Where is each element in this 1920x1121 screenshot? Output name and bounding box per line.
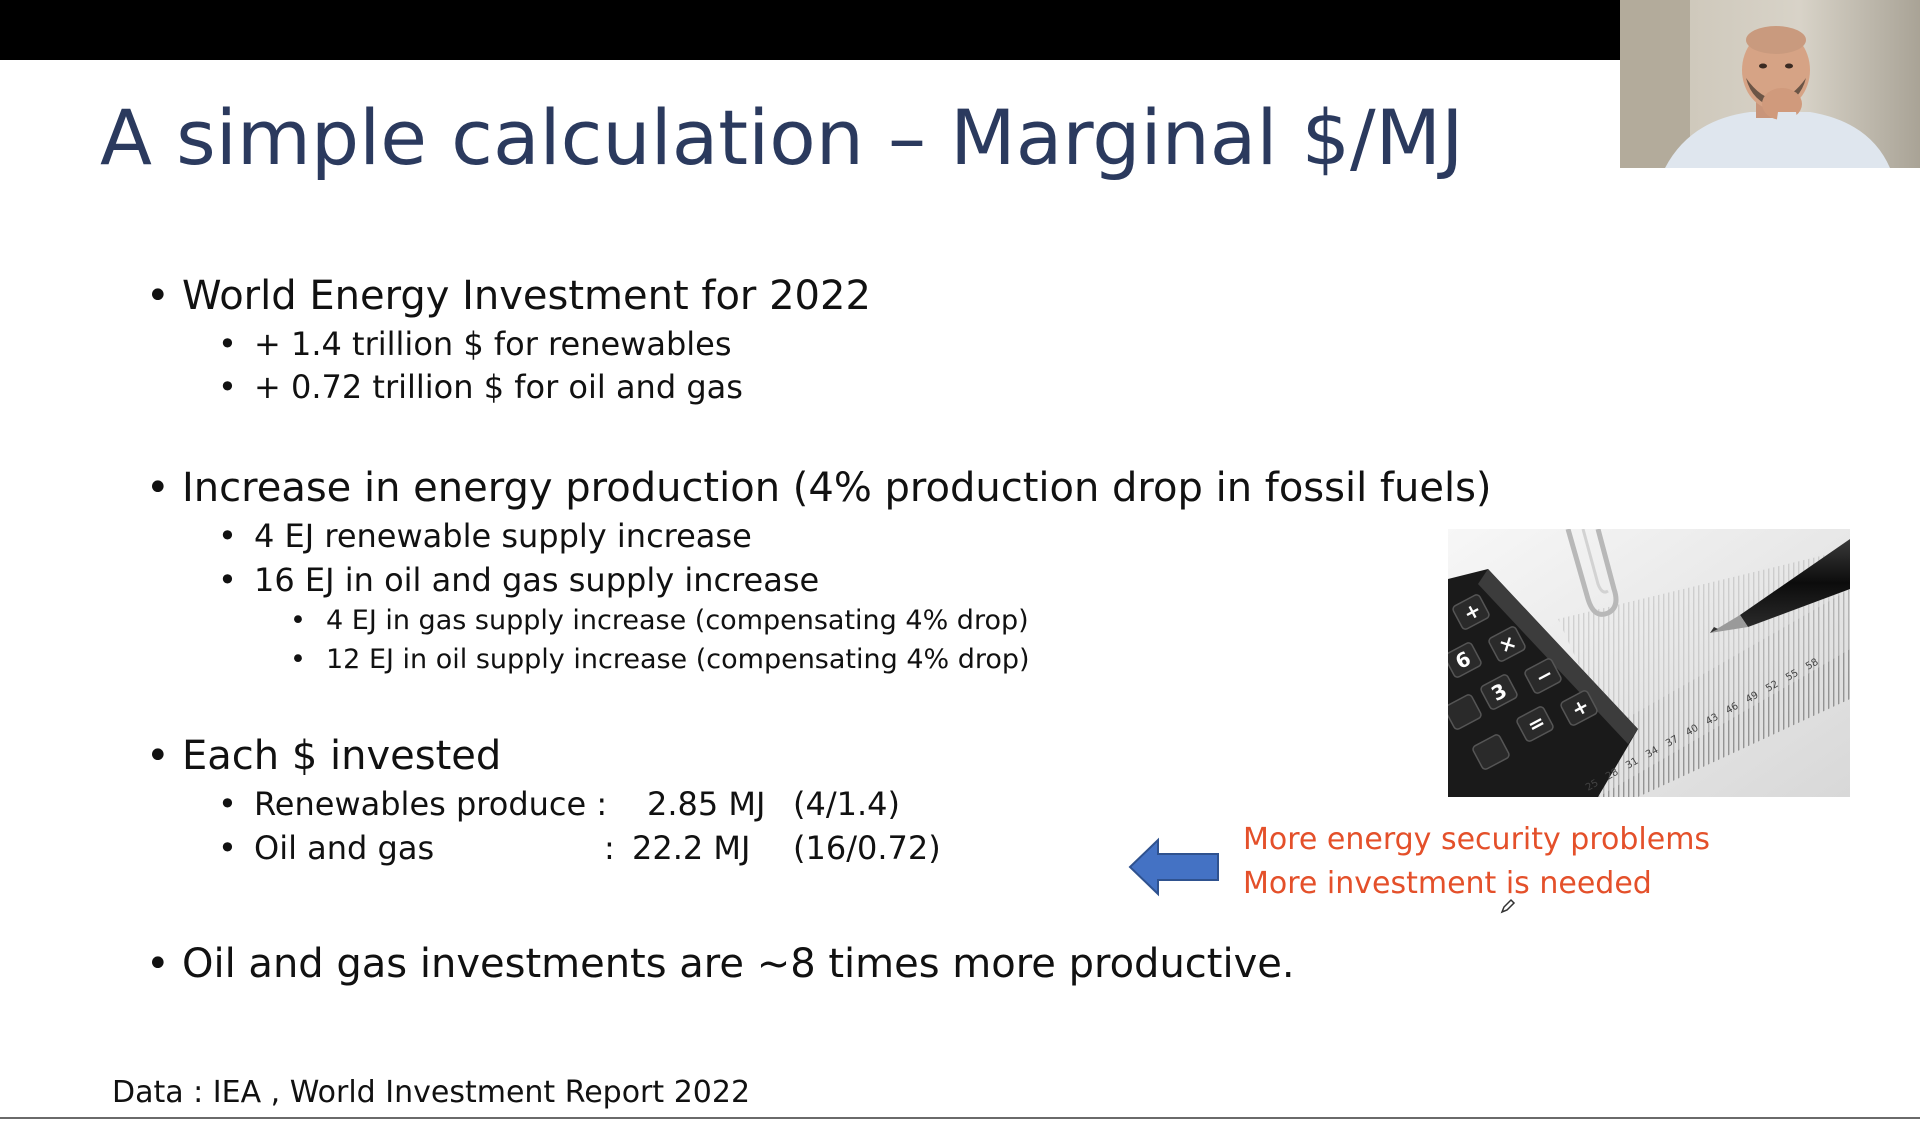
callout-text: More energy security problems More inves… bbox=[1243, 818, 1710, 906]
bullet-text: + 1.4 trillion $ for renewables bbox=[254, 325, 732, 363]
row-label: Renewables produce : bbox=[254, 785, 608, 823]
bullet-increase-energy-production: • Increase in energy production (4% prod… bbox=[146, 465, 1492, 511]
bullet-dot: • bbox=[146, 273, 170, 319]
bullet-dot: • bbox=[146, 733, 170, 779]
row-label: Oil and gas bbox=[254, 829, 435, 867]
presentation-top-bar bbox=[0, 0, 1920, 60]
row-ratio: (16/0.72) bbox=[793, 829, 941, 867]
presenter-avatar bbox=[1620, 0, 1920, 168]
bullet-dot: • bbox=[218, 561, 237, 599]
bullet-text: + 0.72 trillion $ for oil and gas bbox=[254, 368, 743, 406]
slide-title: A simple calculation – Marginal $/MJ bbox=[100, 93, 1464, 182]
slide: A simple calculation – Marginal $/MJ • W… bbox=[0, 60, 1920, 1121]
bullet-conclusion: • Oil and gas investments are ~8 times m… bbox=[146, 941, 1295, 987]
bullet-text: Increase in energy production (4% produc… bbox=[182, 465, 1492, 511]
bullet-dot: • bbox=[218, 517, 237, 555]
bullet-world-energy-investment: • World Energy Investment for 2022 bbox=[146, 273, 871, 319]
callout-line-1: More energy security problems bbox=[1243, 822, 1711, 857]
sub-sub-bullet-gas-supply: • 4 EJ in gas supply increase (compensat… bbox=[290, 605, 1029, 636]
slide-bottom-border bbox=[0, 1117, 1920, 1119]
bullet-dot: • bbox=[290, 644, 306, 675]
row-ratio: (4/1.4) bbox=[793, 785, 900, 823]
sub-bullet-oil-gas-investment: • + 0.72 trillion $ for oil and gas bbox=[218, 368, 743, 406]
bullet-text: Each $ invested bbox=[182, 733, 502, 779]
callout-line-2: More investment is needed bbox=[1243, 866, 1652, 901]
sub-bullet-renewables-produce: • Renewables produce : 2.85 MJ (4/1.4) bbox=[218, 785, 954, 824]
sub-bullet-renewable-supply: • 4 EJ renewable supply increase bbox=[218, 517, 752, 555]
bullet-text: World Energy Investment for 2022 bbox=[182, 273, 871, 319]
data-source-footer: Data : IEA , World Investment Report 202… bbox=[112, 1075, 751, 1110]
pen-cursor-icon bbox=[1500, 898, 1516, 914]
sub-bullet-renewables-investment: • + 1.4 trillion $ for renewables bbox=[218, 325, 732, 363]
bullet-dot: • bbox=[146, 465, 170, 511]
presenter-webcam-video[interactable] bbox=[1620, 0, 1920, 168]
bullet-dot: • bbox=[218, 785, 237, 823]
bullet-text: Oil and gas investments are ~8 times mor… bbox=[182, 941, 1295, 987]
calculator-pen-photo: + × − + 6 3 = 25 28 31 34 37 40 43 46 49… bbox=[1448, 529, 1850, 797]
bullet-dot: • bbox=[218, 829, 237, 867]
sub-bullet-oil-gas-supply: • 16 EJ in oil and gas supply increase bbox=[218, 561, 820, 599]
bullet-dot: • bbox=[146, 941, 170, 987]
bullet-text: 16 EJ in oil and gas supply increase bbox=[254, 561, 820, 599]
row-value: 2.85 MJ bbox=[647, 785, 766, 823]
bullet-each-dollar-invested: • Each $ invested bbox=[146, 733, 502, 779]
bullet-dot: • bbox=[218, 368, 237, 406]
sub-bullet-oil-gas-produce: • Oil and gas : 22.2 MJ (16/0.72) bbox=[218, 829, 954, 868]
row-value: 22.2 MJ bbox=[632, 829, 751, 867]
bullet-text: 4 EJ renewable supply increase bbox=[254, 517, 752, 555]
left-arrow-icon bbox=[1128, 837, 1219, 897]
bullet-text: 12 EJ in oil supply increase (compensati… bbox=[326, 644, 1030, 675]
bullet-text: 4 EJ in gas supply increase (compensatin… bbox=[326, 605, 1029, 636]
sub-sub-bullet-oil-supply: • 12 EJ in oil supply increase (compensa… bbox=[290, 644, 1030, 675]
bullet-dot: • bbox=[218, 325, 237, 363]
bullet-dot: • bbox=[290, 605, 306, 636]
row-colon: : bbox=[604, 829, 615, 867]
calculator-pen-illustration: + × − + 6 3 = 25 28 31 34 37 40 43 46 49… bbox=[1448, 529, 1850, 797]
